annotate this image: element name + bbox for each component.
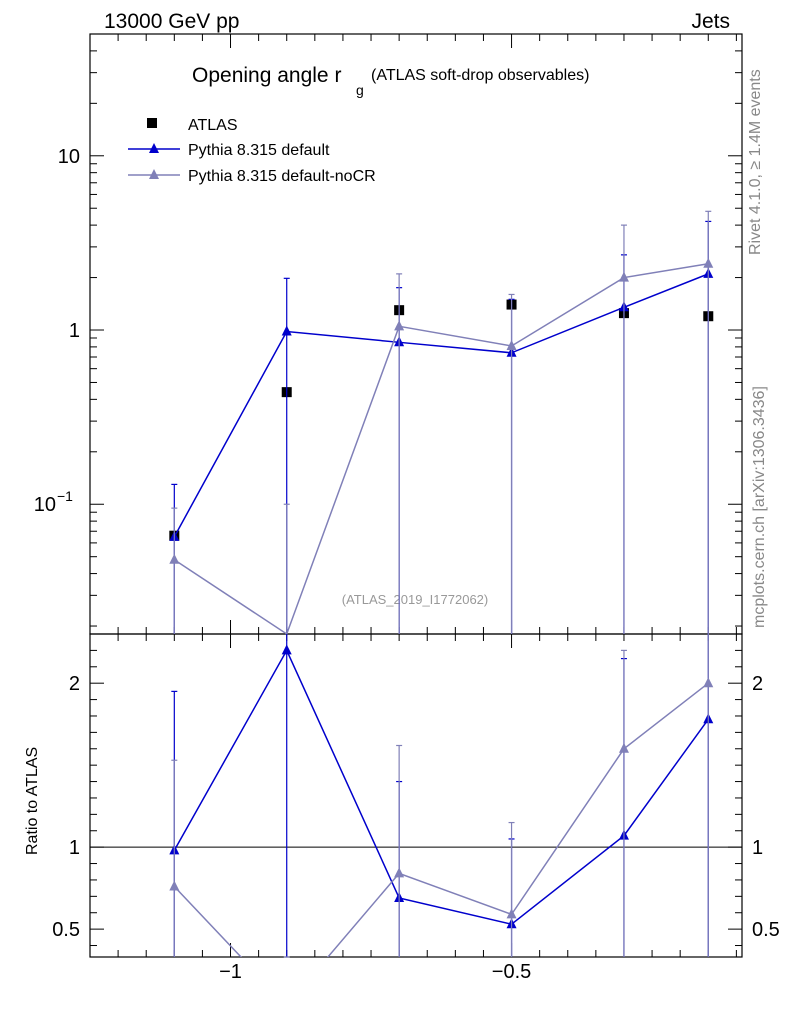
ratio-y-tick-label-right: 1 — [752, 837, 763, 859]
process-label: Jets — [691, 10, 730, 33]
chart-title: Opening angle r — [192, 64, 341, 87]
legend-marker-nocr — [149, 169, 159, 179]
ratio-ylabel: Ratio to ATLAS — [24, 747, 41, 855]
ratio-y-tick-label-right: 2 — [752, 673, 763, 695]
ratio-data-point-pythia-8-315-default-nocr — [703, 677, 714, 688]
main-y-tick-exponent: −1 — [57, 488, 73, 504]
ratio-data-point-pythia-8-315-default-nocr — [169, 880, 180, 891]
ratio-axis-ticks: −1 −0.5 0.5 0.5 1 1 2 2 — [52, 634, 780, 983]
mcplots-label: mcplots.cern.ch [arXiv:1306.3436] — [751, 386, 768, 628]
legend-label-nocr: Pythia 8.315 default-noCR — [188, 168, 376, 185]
main-series-group — [169, 210, 714, 636]
ratio-data-point-pythia-8-315-default — [281, 644, 292, 655]
legend: ATLAS Pythia 8.315 default Pythia 8.315 … — [128, 117, 376, 185]
legend-marker-atlas — [147, 118, 157, 128]
legend-label-atlas: ATLAS — [188, 117, 238, 134]
ratio-data-point-pythia-8-315-default-nocr — [618, 742, 629, 753]
energy-label: 13000 GeV pp — [104, 10, 239, 33]
series-line-pythia-8-315-default-nocr — [173, 263, 709, 636]
ratio-data-point-pythia-8-315-default-nocr — [506, 908, 517, 919]
ratio-x-tick-label: −1 — [219, 961, 242, 983]
ratio-panel-frame — [89, 633, 743, 958]
chart-title-main: Opening angle r — [192, 64, 341, 87]
chart-title-sub: g — [356, 82, 364, 98]
ratio-series-group — [169, 634, 714, 958]
ratio-series-line-pythia-8-315-default-nocr — [173, 682, 709, 957]
data-point-pythia-8-315-default-nocr — [703, 257, 714, 268]
rivet-version-label: Rivet 4.1.0, ≥ 1.4M events — [747, 69, 764, 255]
data-point-pythia-8-315-default-nocr — [506, 339, 517, 350]
ratio-y-tick-label-left: 1 — [69, 837, 80, 859]
main-y-tick-label: 10 — [34, 494, 56, 516]
ratio-y-tick-label-left: 2 — [69, 673, 80, 695]
legend-label-default: Pythia 8.315 default — [188, 142, 330, 159]
ratio-data-point-pythia-8-315-default-nocr — [394, 867, 405, 878]
chart-title-suffix: (ATLAS soft-drop observables) — [371, 67, 589, 84]
legend-marker-default — [149, 143, 159, 153]
main-y-tick-label: 10 — [58, 146, 80, 168]
main-y-tick-label: 1 — [69, 320, 80, 342]
data-point-pythia-8-315-default — [281, 325, 292, 336]
analysis-id: (ATLAS_2019_I1772062) — [342, 592, 488, 607]
ratio-series-line-pythia-8-315-default — [173, 648, 709, 926]
data-point-pythia-8-315-default-nocr — [394, 320, 405, 331]
data-point-pythia-8-315-default-nocr — [169, 553, 180, 564]
ratio-y-tick-label-right: 0.5 — [752, 919, 780, 941]
ratio-y-tick-label-left: 0.5 — [52, 919, 80, 941]
data-point-pythia-8-315-default-nocr — [618, 271, 629, 282]
ratio-x-tick-label: −0.5 — [492, 961, 531, 983]
series-line-pythia-8-315-default — [173, 273, 709, 538]
